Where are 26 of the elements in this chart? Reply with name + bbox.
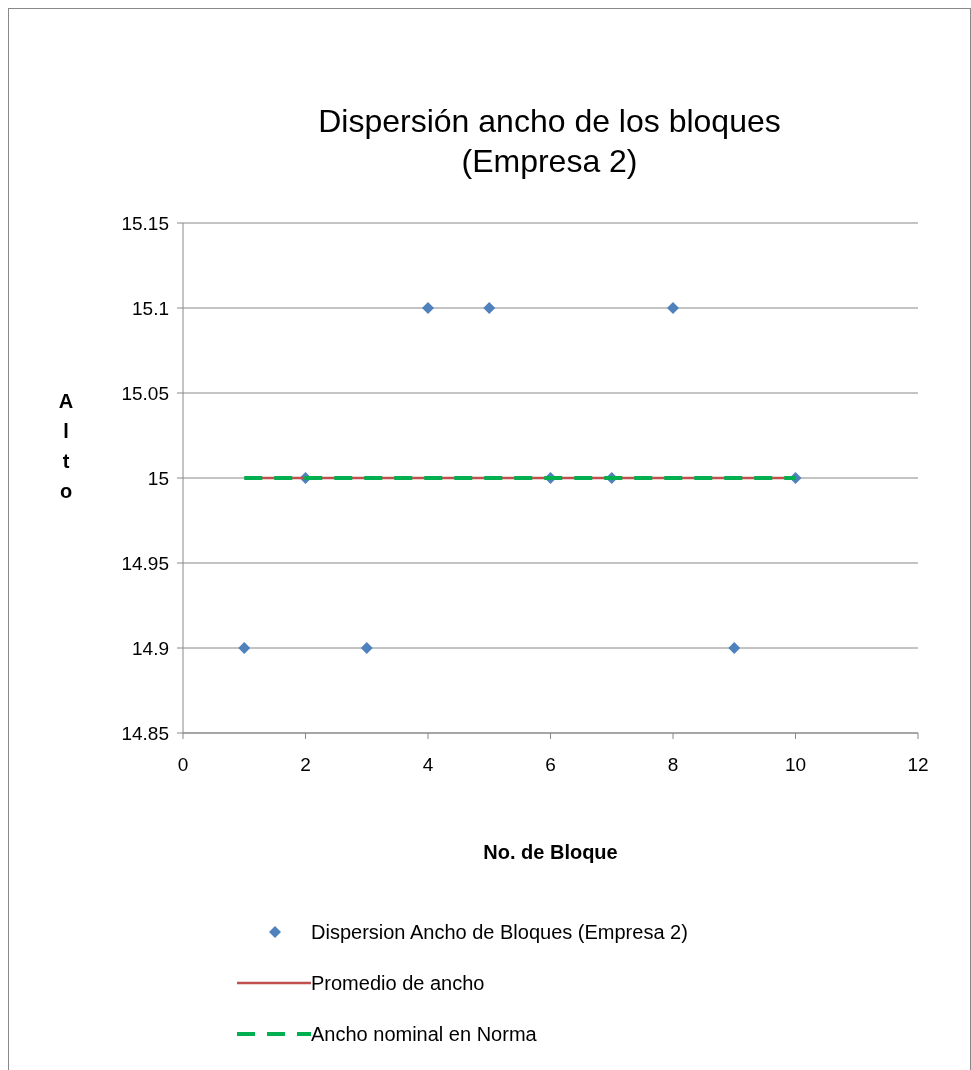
y-tick-label: 15.1 [132, 297, 169, 319]
point [728, 642, 741, 654]
y-tick-label: 14.9 [132, 637, 169, 659]
x-tick-label: 6 [545, 754, 556, 775]
x-tick-label: 0 [177, 754, 189, 775]
legend-label: Dispersion Ancho de Bloques (Empresa 2) [311, 921, 688, 943]
legend-label: Promedio de ancho [311, 972, 485, 994]
y-tick-label: 15 [147, 467, 169, 489]
y-tick-label: 14.85 [121, 722, 169, 744]
x-tick-label: 4 [422, 754, 434, 775]
point [483, 302, 496, 314]
point [422, 302, 434, 314]
x-axis-title: No. de Bloque [483, 841, 618, 863]
point [360, 642, 373, 654]
chart-title: Dispersión ancho de los bloques (Empresa 2) [318, 103, 781, 179]
x-tick-label: 12 [907, 754, 929, 775]
y-tick-label: 15.15 [121, 212, 169, 234]
y-tick-label: 15.05 [121, 382, 169, 404]
point [238, 642, 251, 654]
y-axis-title: Alto [58, 390, 74, 502]
point [667, 302, 679, 314]
x-tick-label: 8 [667, 754, 679, 775]
legend-label: Ancho nominal en Norma [311, 1023, 538, 1045]
y-tick-label: 14.95 [121, 552, 169, 574]
x-tick-label: 10 [784, 754, 807, 775]
x-tick-label: 2 [300, 754, 311, 775]
